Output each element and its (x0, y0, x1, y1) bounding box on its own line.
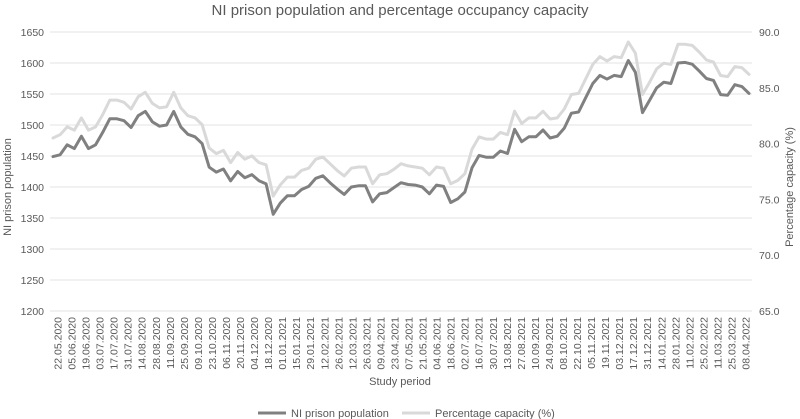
x-tick-label: 11.02.2022 (684, 317, 696, 369)
y2-tick-label: 65.0 (759, 306, 780, 318)
y-axis-right-ticks: 90.0 85.0 80.0 75.0 70.0 65.0 (759, 27, 780, 318)
x-tick-label: 26.03.2021 (361, 317, 373, 370)
legend-label-capacity: Percentage capacity (%) (435, 408, 555, 419)
x-tick-label: 21.05.2021 (418, 317, 430, 370)
y2-tick-label: 85.0 (759, 83, 780, 95)
x-tick-label: 28.08.2020 (151, 317, 163, 370)
x-tick-label: 13.08.2021 (502, 317, 514, 370)
x-tick-label: 03.07.2020 (95, 317, 107, 370)
legend: NI prison population Percentage capacity… (258, 408, 555, 419)
x-tick-label: 08.04.2022 (741, 317, 753, 370)
x-tick-label: 26.02.2021 (333, 317, 345, 370)
x-tick-label: 19.06.2020 (81, 317, 93, 370)
x-tick-label: 03.12.2021 (614, 317, 626, 370)
x-tick-label: 10.09.2021 (530, 317, 542, 370)
x-tick-label: 05.11.2021 (586, 317, 598, 369)
y-tick-label: 1350 (21, 213, 45, 225)
x-tick-label: 25.09.2020 (179, 317, 191, 370)
x-tick-label: 16.07.2021 (474, 317, 486, 370)
x-tick-label: 19.11.2021 (600, 317, 612, 369)
y-axis-label: NI prison population (2, 138, 14, 236)
x-tick-label: 23.04.2021 (389, 317, 401, 370)
x-tick-label: 27.08.2021 (516, 317, 528, 370)
y2-tick-label: 70.0 (759, 250, 780, 262)
x-tick-label: 25.03.2022 (726, 317, 738, 370)
x-tick-label: 12.03.2021 (347, 317, 359, 370)
x-tick-label: 09.04.2021 (375, 317, 387, 370)
y-tick-label: 1250 (21, 275, 45, 287)
x-tick-label: 07.05.2021 (404, 317, 416, 370)
y-tick-label: 1600 (21, 58, 45, 70)
x-tick-label: 29.01.2021 (305, 317, 317, 370)
x-tick-label: 05.06.2020 (67, 317, 79, 370)
y-tick-label: 1300 (21, 244, 45, 256)
x-tick-label: 06.11.2020 (221, 317, 233, 369)
y-tick-label: 1400 (21, 182, 45, 194)
y2-tick-label: 80.0 (759, 139, 780, 151)
x-tick-label: 08.10.2021 (558, 317, 570, 370)
x-tick-label: 31.12.2021 (642, 317, 654, 370)
series-lines (51, 40, 751, 216)
y-tick-label: 1500 (21, 120, 45, 132)
series-line-1 (51, 40, 751, 198)
series-line-0 (51, 59, 751, 216)
y2-tick-label: 90.0 (759, 27, 780, 39)
x-tick-label: 12.02.2021 (319, 317, 331, 370)
y2-axis-label: Percentage capacity (%) (784, 127, 796, 247)
y-axis-left-ticks: 1650 1600 1550 1500 1450 1400 1350 1300 1250 1200 (21, 27, 45, 318)
x-tick-label: 15.01.2021 (291, 317, 303, 370)
x-tick-label: 22.05.2020 (53, 317, 65, 370)
y2-tick-label: 75.0 (759, 194, 780, 206)
x-tick-label: 17.07.2020 (109, 317, 121, 370)
x-axis-label: Study period (369, 376, 431, 388)
x-tick-label: 14.01.2022 (656, 317, 668, 370)
chart-title: NI prison population and percentage occu… (212, 2, 589, 19)
x-tick-label: 01.01.2021 (277, 317, 289, 370)
x-tick-label: 11.09.2020 (165, 317, 177, 369)
x-tick-label: 04.06.2021 (432, 317, 444, 370)
x-tick-label: 28.01.2022 (670, 317, 682, 370)
x-axis-ticks: 22.05.2020 05.06.2020 19.06.2020 03.07.2020… (53, 317, 753, 370)
x-tick-label: 25.02.2022 (698, 317, 710, 370)
y-tick-label: 1200 (21, 306, 45, 318)
x-tick-label: 18.12.2020 (263, 317, 275, 370)
x-tick-label: 31.07.2020 (123, 317, 135, 370)
x-tick-label: 22.10.2021 (572, 317, 584, 370)
x-tick-label: 02.07.2021 (460, 317, 472, 370)
y-tick-label: 1550 (21, 89, 45, 101)
x-tick-label: 30.07.2021 (488, 317, 500, 370)
x-tick-label: 20.11.2020 (235, 317, 247, 369)
x-tick-label: 18.06.2021 (446, 317, 458, 370)
x-tick-label: 04.12.2020 (249, 317, 261, 370)
x-tick-label: 24.09.2021 (544, 317, 556, 370)
y-tick-label: 1450 (21, 151, 45, 163)
x-tick-label: 23.10.2020 (207, 317, 219, 370)
x-tick-label: 09.10.2020 (193, 317, 205, 370)
y-gridlines (50, 31, 752, 312)
x-tick-label: 17.12.2021 (628, 317, 640, 370)
x-tick-label: 11.03.2022 (712, 317, 724, 369)
y-tick-label: 1650 (21, 27, 45, 39)
legend-label-population: NI prison population (291, 408, 389, 419)
x-tick-label: 14.08.2020 (137, 317, 149, 370)
